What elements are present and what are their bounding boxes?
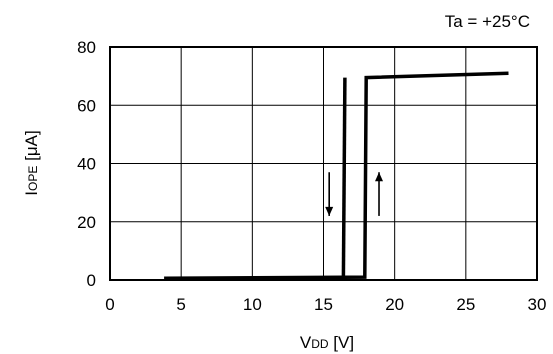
x-axis-label-main: V xyxy=(300,333,312,352)
y-tick-label: 0 xyxy=(87,271,96,290)
arrow-up xyxy=(375,172,384,216)
series-line-1 xyxy=(164,71,509,281)
x-tick-label: 15 xyxy=(314,295,333,314)
y-axis-label: IOPE [μA] xyxy=(22,130,41,195)
x-tick-label: 10 xyxy=(243,295,262,314)
plot-frame xyxy=(109,46,538,281)
condition-label: Ta = +25°C xyxy=(445,12,530,31)
y-tick-label: 60 xyxy=(77,96,96,115)
arrow-down xyxy=(325,172,334,216)
plot-series xyxy=(164,71,509,281)
x-tick-label: 25 xyxy=(456,295,475,314)
series-line-2 xyxy=(341,77,347,278)
y-axis-label-unit: [μA] xyxy=(22,130,41,165)
y-axis-label-main: I xyxy=(22,191,41,196)
y-tick-labels: 0 20 40 60 80 xyxy=(77,38,96,290)
x-axis-label-sub: DD xyxy=(311,337,329,351)
grid-lines xyxy=(110,47,537,280)
y-tick-label: 80 xyxy=(77,38,96,57)
x-axis-label: VDD [V] xyxy=(300,333,354,352)
y-axis-label-sub: OPE xyxy=(26,166,40,191)
x-tick-labels: 0 5 10 15 20 25 30 xyxy=(105,295,546,314)
x-axis-label-unit: [V] xyxy=(329,333,355,352)
x-tick-label: 30 xyxy=(528,295,547,314)
y-tick-label: 20 xyxy=(77,213,96,232)
x-tick-label: 20 xyxy=(385,295,404,314)
y-tick-label: 40 xyxy=(77,155,96,174)
x-tick-label: 0 xyxy=(105,295,114,314)
annotation-arrows xyxy=(325,172,384,216)
x-tick-label: 5 xyxy=(176,295,185,314)
